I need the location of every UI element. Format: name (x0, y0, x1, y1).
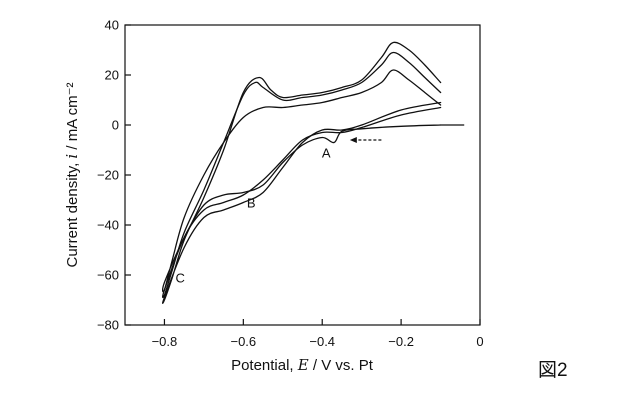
x-axis-ticks: −0.8 −0.6 −0.4 −0.2 0 (152, 319, 484, 349)
y-tick-label: 0 (112, 118, 119, 133)
y-tick-label: 40 (105, 18, 119, 33)
voltammogram-figure: −80−60−40−2002040 −0.8−0.6−0.4−0.20 ABC … (0, 0, 640, 400)
y-tick-label: 20 (105, 68, 119, 83)
annotation-b: B (247, 196, 256, 211)
cv-curves (163, 42, 465, 303)
x-tick-label: 0 (476, 334, 483, 349)
x-tick-label: −0.2 (388, 334, 414, 349)
x-tick-label: −0.8 (152, 334, 178, 349)
y-tick-label: −20 (97, 168, 119, 183)
x-tick-label: −0.4 (309, 334, 335, 349)
y-tick-label: −60 (97, 268, 119, 283)
annotation-a: A (322, 146, 331, 161)
y-axis-ticks: −80 −60 −40 −20 0 20 40 (97, 18, 131, 333)
y-tick-label: −40 (97, 218, 119, 233)
figure-label: 図2 (538, 360, 568, 381)
annotation-c: C (176, 271, 185, 286)
x-axis-title: Potential, E / V vs. Pt (231, 356, 374, 374)
y-axis-title: Current density, i / mA cm⁻² (63, 82, 81, 267)
y-tick-label: −80 (97, 318, 119, 333)
cv-series-1 (163, 70, 441, 292)
x-tick-label: −0.6 (230, 334, 256, 349)
scan-direction-arrowhead (350, 137, 357, 143)
plot-area: −80 −60 −40 −20 0 20 40 −0.8 −0.6 −0.4 −0.2 0 A B C (97, 18, 484, 350)
